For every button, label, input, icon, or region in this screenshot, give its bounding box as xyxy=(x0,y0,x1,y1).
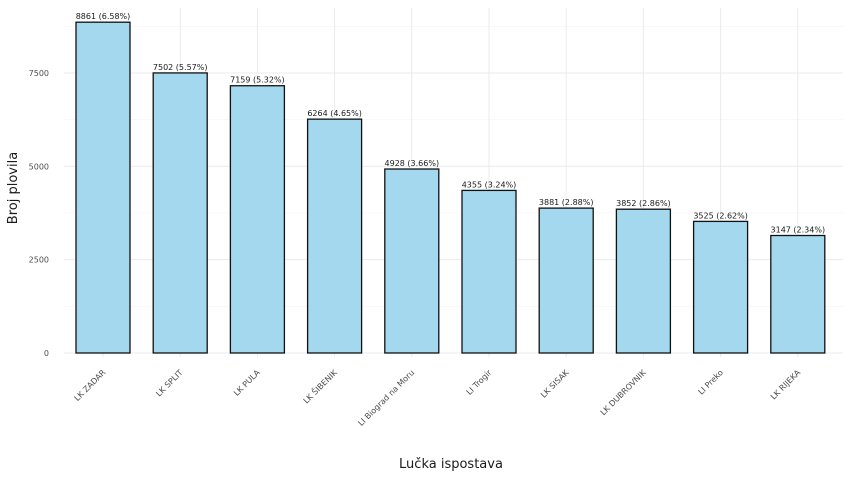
bar-value-label: 3525 (2.62%) xyxy=(693,211,748,220)
bar-value-label: 6264 (4.65%) xyxy=(307,109,362,118)
bar xyxy=(75,21,131,354)
bar-value-label: 3852 (2.86%) xyxy=(616,199,671,208)
y-tick-label: 5000 xyxy=(29,162,49,171)
x-tick-label: LK RIJEKA xyxy=(769,368,803,402)
bar xyxy=(384,168,440,354)
bar-value-label: 4928 (3.66%) xyxy=(385,159,440,168)
bar xyxy=(692,220,749,354)
y-tick-label: 7500 xyxy=(29,69,49,78)
x-axis-tick-labels: LK ZADAR LK SPLIT LK PULA LK ŠIBENIK LI Biog… xyxy=(73,366,803,428)
x-tick-label: LI Preko xyxy=(696,368,725,397)
x-tick-label: LK SPLIT xyxy=(154,368,184,398)
y-tick-label: 0 xyxy=(44,349,49,358)
x-tick-label: LK ZADAR xyxy=(73,368,108,403)
x-tick-label: LI Biograd na Moru xyxy=(356,368,416,428)
bar xyxy=(306,118,363,354)
y-axis-tick-labels: 0 2500 5000 7500 xyxy=(29,69,49,358)
bar xyxy=(152,72,208,354)
bar-value-label: 3881 (2.88%) xyxy=(539,198,594,207)
bar-value-label: 3147 (2.34%) xyxy=(771,226,826,235)
x-axis-title: Lučka ispostava xyxy=(399,457,503,472)
bar xyxy=(461,189,517,354)
bar xyxy=(538,207,594,354)
x-tick-label: LK PULA xyxy=(232,368,262,398)
bars: 8861 (6.58%) 7502 (5.57%) 7159 (5.32%) 6264… xyxy=(75,12,826,354)
bar xyxy=(615,208,672,354)
x-tick-label: LK DUBROVNIK xyxy=(599,368,649,418)
bar-value-label: 4355 (3.24%) xyxy=(462,180,517,189)
bar xyxy=(229,85,286,354)
bar-value-label: 7159 (5.32%) xyxy=(230,76,285,85)
bar-value-label: 8861 (6.58%) xyxy=(76,12,131,21)
x-tick-label: LI Trogir xyxy=(465,368,494,397)
bar xyxy=(770,234,826,354)
y-axis-title: Broj plovila xyxy=(6,152,21,224)
bar-value-label: 7502 (5.57%) xyxy=(153,63,208,72)
x-tick-label: LK ŠIBENIK xyxy=(300,366,339,405)
y-tick-label: 2500 xyxy=(29,256,49,265)
x-tick-label: LK SISAK xyxy=(539,368,571,400)
